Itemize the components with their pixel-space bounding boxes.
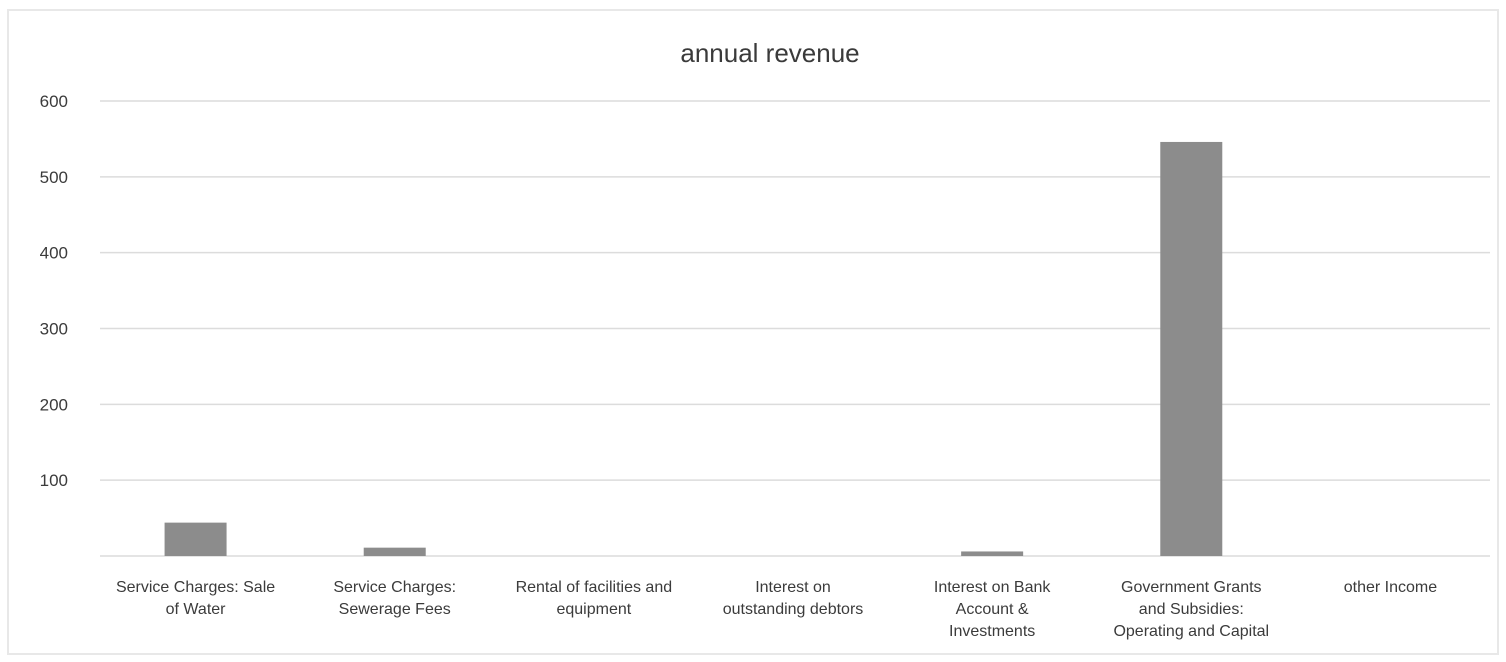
x-tick-label-line: of Water xyxy=(166,601,227,618)
x-tick-label-line: outstanding debtors xyxy=(723,601,864,618)
bar xyxy=(961,551,1024,556)
x-tick-label-line: Service Charges: xyxy=(333,579,456,596)
x-tick-label-line: Government Grants xyxy=(1121,579,1262,596)
x-tick-label-line: Interest on xyxy=(755,579,831,596)
y-tick-label: 300 xyxy=(40,320,68,339)
x-tick-label: Interest on Bank Account & Investments xyxy=(934,579,1052,640)
y-tick-label: 400 xyxy=(40,244,68,263)
bar xyxy=(1160,141,1223,556)
chart-title: annual revenue xyxy=(680,38,860,68)
x-tick-label: Rental of facilities and equipment xyxy=(516,579,673,618)
y-tick-label: 100 xyxy=(40,471,68,490)
x-tick-label: other Income xyxy=(1344,579,1437,596)
x-tick-label: Service Charges: Sale of Water xyxy=(116,579,275,618)
y-tick-label: 500 xyxy=(40,168,68,187)
x-tick-label-line: Rental of facilities and xyxy=(516,579,673,596)
x-tick-label-line: Account & xyxy=(956,601,1029,618)
chart-frame xyxy=(7,9,1499,655)
x-tick-label: Government Grants and Subsidies: Operating… xyxy=(1113,579,1269,640)
bar xyxy=(363,547,426,556)
y-tick-label: 200 xyxy=(40,395,68,414)
x-tick-label-line: Sewerage Fees xyxy=(339,601,451,618)
bar xyxy=(164,522,227,556)
x-tick-label-line: Investments xyxy=(949,623,1035,640)
x-tick-label-line: other Income xyxy=(1344,579,1437,596)
x-tick-label-line: equipment xyxy=(556,601,631,618)
x-tick-label: Interest on outstanding debtors xyxy=(723,579,864,618)
x-tick-label-line: Operating and Capital xyxy=(1113,623,1269,640)
x-tick-label-line: Service Charges: Sale xyxy=(116,579,275,596)
x-tick-label: Service Charges: Sewerage Fees xyxy=(333,579,456,618)
x-tick-label-line: and Subsidies: xyxy=(1139,601,1244,618)
y-tick-label: 600 xyxy=(40,92,68,111)
x-tick-label-line: Interest on Bank xyxy=(934,579,1052,596)
